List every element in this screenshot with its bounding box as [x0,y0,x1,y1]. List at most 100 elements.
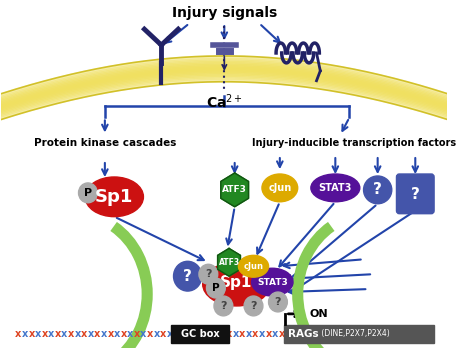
Circle shape [199,264,218,284]
Text: x: x [345,329,351,339]
Text: x: x [292,329,298,339]
Text: cJun: cJun [244,262,264,271]
Text: x: x [391,329,397,339]
Text: x: x [272,329,278,339]
Circle shape [269,292,287,312]
Text: (DINE,P2X7,P2X4): (DINE,P2X7,P2X4) [319,329,390,338]
Text: x: x [114,329,120,339]
Text: P: P [212,283,219,293]
Text: x: x [101,329,107,339]
Text: x: x [120,329,127,339]
FancyBboxPatch shape [396,174,434,214]
Circle shape [214,296,233,316]
Text: Injury signals: Injury signals [172,6,277,20]
Text: x: x [232,329,239,339]
Text: x: x [173,329,180,339]
Text: x: x [259,329,265,339]
Ellipse shape [364,176,392,204]
Text: x: x [338,329,344,339]
Text: x: x [311,329,318,339]
Text: x: x [404,329,410,339]
Text: P: P [84,188,92,198]
Text: x: x [28,329,35,339]
Text: x: x [160,329,166,339]
Text: x: x [377,329,383,339]
Text: x: x [134,329,140,339]
Ellipse shape [203,262,271,306]
Circle shape [207,278,225,298]
Text: ON: ON [310,309,328,319]
Text: x: x [140,329,146,339]
Text: x: x [252,329,258,339]
Ellipse shape [262,174,298,202]
Text: Protein kinase cascades: Protein kinase cascades [34,138,176,148]
Text: x: x [42,329,48,339]
Ellipse shape [238,255,269,277]
Text: x: x [305,329,311,339]
Ellipse shape [85,177,144,217]
Circle shape [244,296,263,316]
Text: x: x [417,329,423,339]
Text: ?: ? [411,187,420,202]
Text: x: x [22,329,28,339]
Text: x: x [35,329,41,339]
Text: STAT3: STAT3 [319,183,352,193]
Text: x: x [81,329,87,339]
Text: x: x [15,329,21,339]
Text: Sp1: Sp1 [220,275,253,290]
Text: x: x [55,329,61,339]
Text: ?: ? [183,269,192,284]
Text: x: x [206,329,212,339]
Ellipse shape [311,174,360,202]
Text: ATF3: ATF3 [222,185,247,194]
Polygon shape [221,173,248,207]
Text: GC box: GC box [181,329,219,339]
Text: x: x [74,329,81,339]
Text: x: x [351,329,357,339]
Text: x: x [68,329,74,339]
Text: x: x [384,329,390,339]
Text: x: x [61,329,67,339]
Text: x: x [364,329,371,339]
FancyBboxPatch shape [283,325,434,343]
Text: x: x [180,329,186,339]
Text: x: x [108,329,114,339]
Text: x: x [213,329,219,339]
Text: x: x [226,329,232,339]
Text: x: x [298,329,305,339]
Text: x: x [423,329,430,339]
Text: Injury-inducible transcription factors: Injury-inducible transcription factors [252,138,456,148]
FancyBboxPatch shape [171,325,229,343]
Text: x: x [357,329,364,339]
Text: RAGs: RAGs [288,329,319,339]
Text: x: x [279,329,285,339]
Text: Sp1: Sp1 [95,188,134,206]
Ellipse shape [252,268,293,296]
Text: ?: ? [205,269,211,279]
Text: x: x [265,329,272,339]
Text: x: x [186,329,192,339]
Text: ?: ? [220,301,227,311]
Text: x: x [147,329,153,339]
Text: x: x [167,329,173,339]
Text: STAT3: STAT3 [257,278,288,287]
Circle shape [79,183,97,203]
Text: x: x [318,329,324,339]
Text: ?: ? [373,183,382,198]
Text: x: x [410,329,417,339]
Text: ATF3: ATF3 [219,258,239,267]
Text: x: x [239,329,246,339]
Text: x: x [325,329,331,339]
Text: x: x [94,329,100,339]
Text: ?: ? [275,297,281,307]
Text: x: x [219,329,226,339]
Text: x: x [88,329,94,339]
Polygon shape [218,248,240,276]
Text: Ca$^{2+}$: Ca$^{2+}$ [206,92,243,111]
Text: x: x [285,329,292,339]
Ellipse shape [173,261,202,291]
Text: x: x [397,329,403,339]
Text: x: x [48,329,55,339]
Text: x: x [200,329,206,339]
Text: x: x [127,329,133,339]
